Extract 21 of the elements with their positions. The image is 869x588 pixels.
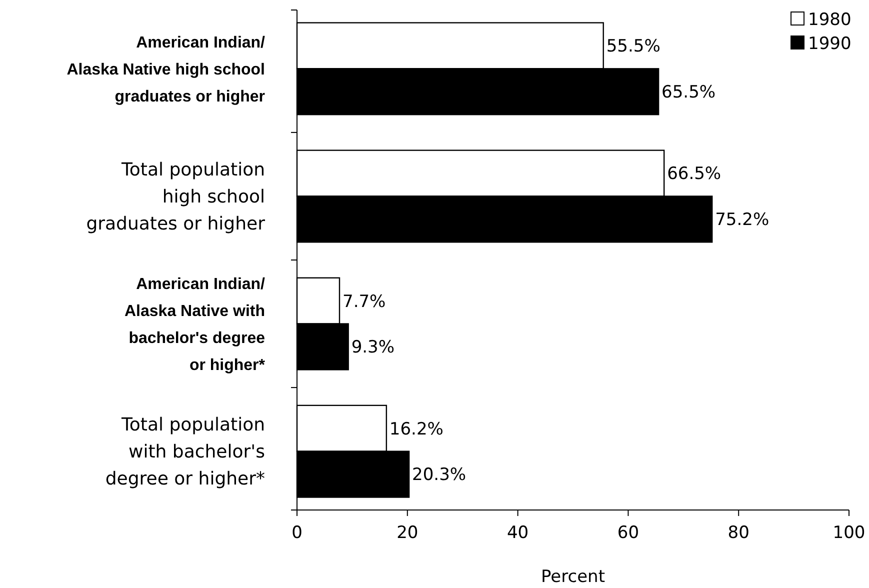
legend-label: 1980 xyxy=(808,10,852,30)
y-tick-label: Total population with bachelor's degree or higher* xyxy=(105,414,265,490)
data-label: 75.2% xyxy=(715,210,770,230)
y-tick-label: American Indian/ Alaska Native with bachelor's degree or higher* xyxy=(124,276,266,374)
data-label: 66.5% xyxy=(667,164,722,184)
data-label: 20.3% xyxy=(412,465,466,486)
data-label: 55.5% xyxy=(606,36,660,57)
x-tick-label: 20 xyxy=(396,523,418,543)
x-tick-label: 100 xyxy=(832,523,866,543)
data-label: 65.5% xyxy=(662,82,716,103)
x-tick-label: 40 xyxy=(506,523,529,543)
x-tick-label: 0 xyxy=(292,523,302,543)
legend-label: 1990 xyxy=(808,34,852,54)
x-axis-title: Percent xyxy=(541,567,606,587)
x-tick-label: 80 xyxy=(728,523,750,543)
x-tick-label: 60 xyxy=(617,523,640,543)
data-label: 16.2% xyxy=(389,419,444,440)
data-label: 9.3% xyxy=(351,338,395,358)
y-tick-label: Total population high school graduates or higher xyxy=(86,160,266,235)
data-label: 7.7% xyxy=(342,292,386,312)
y-tick-label: American Indian/ Alaska Native high school graduates or higher xyxy=(66,34,266,106)
